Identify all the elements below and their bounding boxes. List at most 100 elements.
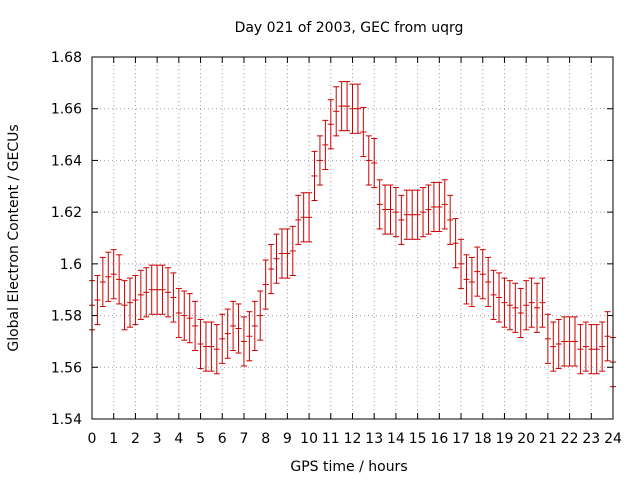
error-bar-point: [528, 277, 535, 328]
error-bar-point: [300, 192, 307, 243]
error-bar-point: [306, 192, 313, 243]
error-bar-point: [409, 189, 416, 240]
error-bar-point: [458, 238, 465, 289]
error-bar-point: [278, 228, 285, 279]
error-bar-point: [284, 228, 291, 279]
y-tick-label: 1.56: [51, 360, 82, 376]
error-bar-point: [110, 249, 117, 300]
y-tick-label: 1.54: [51, 412, 82, 428]
error-bar-point: [593, 324, 600, 375]
error-bar-point: [430, 181, 437, 233]
error-bar-point: [365, 135, 372, 186]
error-bar-point: [436, 181, 443, 233]
error-bar-point: [273, 233, 280, 284]
x-tick-label: 17: [452, 431, 470, 447]
error-bar-point: [501, 277, 508, 328]
error-bar-point: [376, 179, 383, 230]
x-tick-label: 2: [131, 431, 140, 447]
error-bar-point: [224, 308, 231, 359]
error-bar-point: [164, 267, 171, 318]
error-bar-point: [506, 280, 513, 331]
x-tick-label: 19: [496, 431, 514, 447]
x-tick-label: 24: [604, 431, 622, 447]
error-bar-point: [268, 243, 275, 295]
error-bar-point: [550, 321, 557, 372]
x-tick-label: 22: [561, 431, 579, 447]
error-bar-point: [523, 280, 530, 331]
error-bar-point: [371, 137, 378, 189]
y-tick-label: 1.68: [51, 50, 82, 66]
axis-ticks: [91, 56, 614, 420]
x-tick-label: 23: [582, 431, 600, 447]
error-bar-point: [175, 287, 182, 339]
error-bar-point: [512, 282, 519, 333]
error-bar-point: [539, 277, 546, 328]
error-bar-point: [126, 277, 133, 328]
x-tick-label: 9: [283, 431, 292, 447]
x-tick-label: 21: [539, 431, 557, 447]
error-bar-point: [468, 256, 475, 308]
y-tick-label: 1.62: [51, 205, 82, 221]
error-bar-point: [192, 300, 199, 351]
error-bar-point: [246, 311, 253, 362]
error-bar-point: [197, 318, 204, 370]
x-tick-label: 15: [409, 431, 427, 447]
error-bar-point: [143, 267, 150, 318]
error-bar-point: [485, 256, 492, 308]
error-bar-point: [132, 274, 139, 326]
x-tick-label: 14: [387, 431, 405, 447]
error-bar-point: [604, 311, 611, 362]
error-bar-point: [208, 321, 215, 372]
error-bar-point: [235, 303, 242, 354]
x-tick-label: 16: [430, 431, 448, 447]
error-bar-point: [544, 313, 551, 364]
error-bar-point: [94, 274, 101, 326]
error-bar-point: [121, 280, 128, 331]
error-bar-point: [289, 225, 296, 276]
error-bar-point: [311, 150, 318, 202]
error-bar-point: [230, 300, 237, 351]
error-bar-point: [452, 218, 459, 269]
y-tick-label: 1.6: [60, 257, 82, 273]
x-axis-label: GPS time / hours: [290, 459, 407, 475]
x-tick-label: 1: [109, 431, 118, 447]
y-tick-labels: 1.54 1.56 1.58 1.6 1.62 1.64 1.66 1.68: [51, 50, 82, 428]
error-bar-point: [420, 187, 427, 238]
error-bar-point: [588, 324, 595, 375]
x-tick-label: 5: [196, 431, 205, 447]
x-tick-label: 4: [174, 431, 183, 447]
x-tick-label: 6: [218, 431, 227, 447]
error-bar-point: [251, 300, 258, 351]
chart-title: Day 021 of 2003, GEC from uqrg: [235, 20, 464, 36]
error-bar-point: [572, 316, 579, 367]
error-bar-point: [566, 316, 573, 367]
error-bar-point: [262, 259, 269, 310]
error-bar-point: [186, 293, 193, 344]
x-tick-label: 7: [239, 431, 248, 447]
x-tick-label: 20: [517, 431, 535, 447]
x-tick-label: 8: [261, 431, 270, 447]
error-bar-point: [202, 321, 209, 372]
error-bar-point: [322, 119, 329, 170]
x-tick-label: 11: [322, 431, 340, 447]
error-bar-point: [213, 324, 220, 375]
error-bar-point: [577, 324, 584, 375]
error-bar-point: [517, 287, 524, 339]
error-bar-point: [327, 99, 334, 150]
error-bar-point: [154, 264, 161, 315]
error-bar-point: [582, 321, 589, 372]
x-tick-label: 18: [474, 431, 492, 447]
error-bar-point: [338, 81, 345, 132]
y-tick-label: 1.58: [51, 309, 82, 325]
error-bar-point: [599, 321, 606, 372]
error-bar-point: [447, 194, 454, 245]
error-bar-point: [490, 269, 497, 320]
error-bar-point: [105, 251, 112, 302]
error-bar-point: [463, 254, 470, 305]
x-tick-labels: 0 1 2 3 4 5 6 7 8 9 10 11 12 13 14 15 16 17 18 19 20 21 22 23 24: [88, 431, 622, 447]
error-bar-point: [425, 184, 432, 235]
error-bar-point: [398, 194, 405, 245]
error-bar-point: [170, 272, 177, 323]
series-gec: [89, 81, 616, 388]
